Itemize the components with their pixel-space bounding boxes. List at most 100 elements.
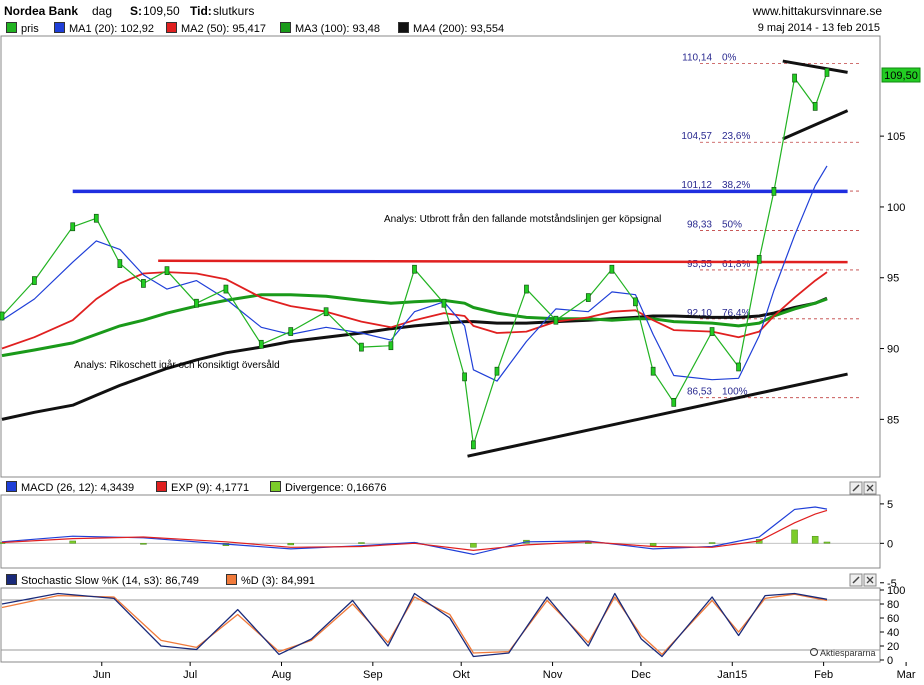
macd-y-tick-label: 5 bbox=[887, 499, 893, 511]
legend-item-ma2: MA2 (50): 95,417 bbox=[166, 22, 266, 35]
trend-line-wedge-upper bbox=[782, 59, 848, 74]
fib-pct-label: 50% bbox=[722, 220, 742, 231]
price-point bbox=[494, 366, 500, 376]
legend-item-ma1: MA1 (20): 102,92 bbox=[54, 22, 154, 35]
price-point bbox=[650, 366, 656, 376]
price-point bbox=[32, 276, 37, 285]
divergence-bar bbox=[708, 542, 716, 544]
stoch-close-icon[interactable] bbox=[863, 573, 877, 587]
fib-pct-label: 0% bbox=[722, 52, 737, 63]
legend-item-stoch-d: %D (3): 84,991 bbox=[226, 574, 315, 587]
fib-price-label: 104,57 bbox=[681, 131, 712, 142]
divergence-bar bbox=[140, 543, 147, 545]
fib-pct-label: 38,2% bbox=[722, 180, 750, 191]
price-point bbox=[359, 342, 364, 352]
stoch-series-1 bbox=[1, 593, 828, 656]
x-tick-label: Aug bbox=[272, 669, 292, 681]
macd-legend: MACD (26, 12): 4,3439 EXP (9): 4,1771 Di… bbox=[0, 479, 924, 495]
price-point bbox=[194, 298, 199, 308]
title-bar: Nordea Bank dag S: 109,50 Tid: slutkurs … bbox=[0, 0, 924, 20]
price-point bbox=[771, 187, 777, 196]
legend-item-ma4: MA4 (200): 93,554 bbox=[398, 22, 504, 35]
divergence-bar bbox=[811, 535, 819, 544]
legend-swatch bbox=[6, 22, 17, 33]
x-tick-label: Sep bbox=[363, 669, 383, 681]
x-tick-label: Mar bbox=[897, 669, 916, 681]
x-tick-label: Dec bbox=[631, 669, 651, 681]
y-tick-label: 95 bbox=[887, 273, 899, 285]
macd-panel bbox=[0, 494, 881, 569]
legend-swatch bbox=[398, 22, 409, 33]
time-label: Tid: bbox=[190, 4, 212, 18]
price-tag-box bbox=[881, 67, 921, 83]
stoch-y-tick-label: 20 bbox=[887, 641, 899, 653]
stoch-y-tick-label: 40 bbox=[887, 627, 899, 639]
macd-y-tick-label: 0 bbox=[887, 538, 893, 550]
price-point bbox=[671, 398, 677, 407]
price-point bbox=[164, 266, 170, 276]
legend-swatch bbox=[270, 481, 281, 492]
stoch-series-0 bbox=[1, 592, 828, 658]
price-point bbox=[441, 298, 447, 308]
series-line-2 bbox=[1, 271, 828, 350]
price-legend: pris MA1 (20): 102,92 MA2 (50): 95,417 M… bbox=[0, 20, 924, 36]
price-panel bbox=[0, 35, 881, 478]
legend-swatch bbox=[156, 481, 167, 492]
divergence-bar bbox=[649, 543, 657, 546]
date-range: 9 maj 2014 - 13 feb 2015 bbox=[757, 22, 880, 34]
price-point bbox=[709, 327, 715, 336]
trend-line-support bbox=[467, 372, 848, 458]
close-label: S: bbox=[130, 4, 142, 18]
price-point bbox=[288, 327, 294, 336]
fib-price-label: 101,12 bbox=[681, 180, 712, 191]
price-point bbox=[258, 339, 264, 349]
series-line-4 bbox=[1, 296, 828, 421]
stoch-y-tick-label: 100 bbox=[887, 585, 905, 597]
close-value: 109,50 bbox=[143, 4, 180, 18]
divergence-bar bbox=[358, 542, 365, 544]
fib-price-label: 110,14 bbox=[682, 52, 712, 63]
legend-item-stoch-k: Stochastic Slow %K (14, s3): 86,749 bbox=[6, 574, 199, 587]
price-point bbox=[524, 284, 529, 294]
legend-item-divergence: Divergence: 0,16676 bbox=[270, 481, 387, 494]
divergence-bar bbox=[585, 542, 592, 544]
x-tick-label: Jan15 bbox=[717, 669, 747, 681]
legend-swatch bbox=[6, 574, 17, 585]
divergence-bar bbox=[287, 543, 294, 546]
stoch-y-tick-label: 60 bbox=[887, 613, 899, 625]
price-plot: 110,14 0% 104,57 23,6% 101,12 38,2% 98,33 50% 95… bbox=[0, 52, 862, 458]
price-point bbox=[117, 259, 123, 268]
price-point bbox=[736, 362, 741, 372]
legend-swatch bbox=[54, 22, 65, 33]
price-point bbox=[93, 213, 99, 223]
macd-series-1 bbox=[1, 509, 828, 552]
price-point bbox=[462, 372, 467, 382]
price-point bbox=[812, 102, 818, 111]
y-tick-label: 85 bbox=[887, 414, 899, 426]
price-point bbox=[70, 222, 76, 232]
legend-item-ma3: MA3 (100): 93,48 bbox=[280, 22, 380, 35]
price-point bbox=[756, 254, 762, 264]
fib-price-label: 95,55 bbox=[687, 259, 712, 270]
price-point bbox=[412, 264, 417, 274]
macd-plot bbox=[0, 506, 880, 556]
price-point bbox=[585, 293, 591, 302]
legend-swatch bbox=[6, 481, 17, 492]
trend-line-wedge-lower bbox=[782, 109, 849, 141]
stoch-settings-icon[interactable] bbox=[849, 573, 863, 587]
legend-swatch bbox=[226, 574, 237, 585]
fib-price-label: 92,10 bbox=[687, 308, 712, 319]
interval-label: dag bbox=[92, 4, 113, 18]
fib-price-label: 98,33 bbox=[687, 220, 712, 231]
price-point bbox=[0, 311, 5, 321]
price-point bbox=[471, 440, 476, 450]
fib-pct-label: 100% bbox=[722, 387, 748, 398]
macd-settings-icon[interactable] bbox=[849, 481, 863, 495]
stoch-y-tick-label: 80 bbox=[887, 599, 899, 611]
macd-close-icon[interactable] bbox=[863, 481, 877, 495]
price-point bbox=[141, 279, 146, 288]
price-point bbox=[792, 73, 797, 83]
x-tick-label: Nov bbox=[543, 669, 563, 681]
fib-pct-label: 23,6% bbox=[722, 131, 750, 142]
